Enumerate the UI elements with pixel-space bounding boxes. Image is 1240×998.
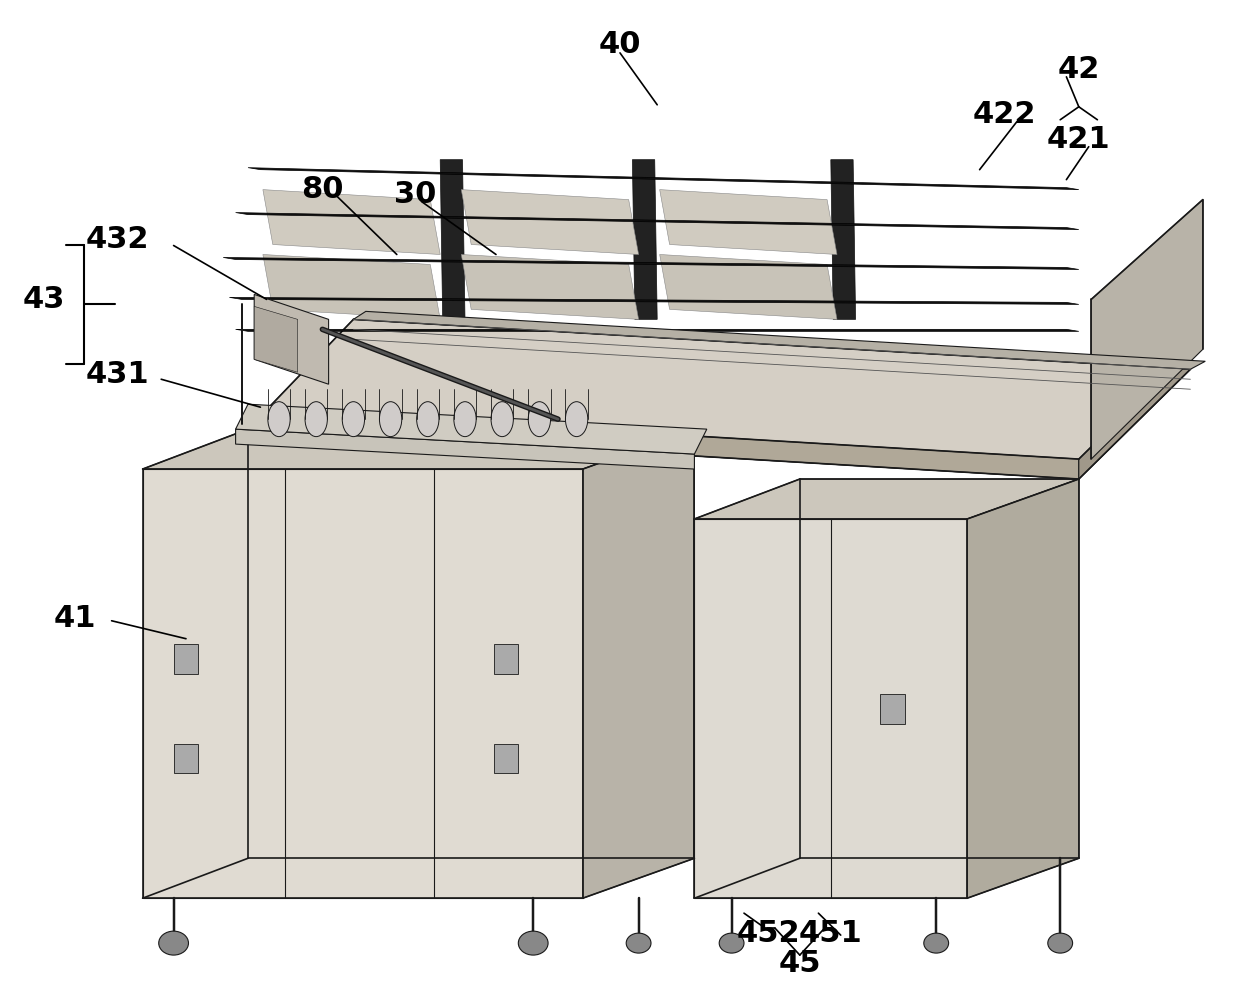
Polygon shape xyxy=(236,404,707,454)
Polygon shape xyxy=(440,160,465,319)
Polygon shape xyxy=(660,254,837,319)
Text: 43: 43 xyxy=(22,284,64,314)
Polygon shape xyxy=(1079,349,1190,479)
Text: 432: 432 xyxy=(86,225,150,254)
Bar xyxy=(494,644,518,674)
Polygon shape xyxy=(967,479,1079,898)
Polygon shape xyxy=(143,429,694,469)
Ellipse shape xyxy=(454,402,476,437)
Ellipse shape xyxy=(491,402,513,437)
Text: 431: 431 xyxy=(86,359,150,389)
Text: 40: 40 xyxy=(599,30,641,60)
Polygon shape xyxy=(461,190,639,254)
Circle shape xyxy=(159,931,188,955)
Polygon shape xyxy=(236,213,1079,230)
Ellipse shape xyxy=(379,402,402,437)
Polygon shape xyxy=(660,190,837,254)
Text: 451: 451 xyxy=(799,918,863,948)
Text: 421: 421 xyxy=(1047,125,1111,155)
Text: 80: 80 xyxy=(301,175,343,205)
Polygon shape xyxy=(254,306,298,372)
Bar xyxy=(494,744,518,773)
Polygon shape xyxy=(263,190,440,254)
Polygon shape xyxy=(248,319,1190,479)
Polygon shape xyxy=(1091,200,1203,459)
Text: 422: 422 xyxy=(972,100,1037,130)
Ellipse shape xyxy=(565,402,588,437)
Polygon shape xyxy=(263,254,440,319)
Polygon shape xyxy=(223,257,1079,269)
Bar xyxy=(880,694,905,724)
Polygon shape xyxy=(236,429,694,469)
Polygon shape xyxy=(694,519,967,898)
Polygon shape xyxy=(831,160,856,319)
Polygon shape xyxy=(143,469,583,898)
Ellipse shape xyxy=(528,402,551,437)
Text: 452: 452 xyxy=(737,918,801,948)
Polygon shape xyxy=(248,168,1079,190)
Ellipse shape xyxy=(417,402,439,437)
Polygon shape xyxy=(236,329,1079,331)
Polygon shape xyxy=(254,294,329,384)
Polygon shape xyxy=(229,297,1079,304)
Circle shape xyxy=(719,933,744,953)
Bar xyxy=(174,744,198,773)
Text: 30: 30 xyxy=(394,180,436,210)
Text: 42: 42 xyxy=(1058,55,1100,85)
Circle shape xyxy=(518,931,548,955)
Circle shape xyxy=(924,933,949,953)
Polygon shape xyxy=(248,409,1079,479)
Bar xyxy=(174,644,198,674)
Ellipse shape xyxy=(342,402,365,437)
Ellipse shape xyxy=(305,402,327,437)
Ellipse shape xyxy=(268,402,290,437)
Polygon shape xyxy=(461,254,639,319)
Circle shape xyxy=(626,933,651,953)
Polygon shape xyxy=(632,160,657,319)
Text: 45: 45 xyxy=(779,948,821,978)
Polygon shape xyxy=(353,311,1205,369)
Circle shape xyxy=(1048,933,1073,953)
Polygon shape xyxy=(694,479,1079,519)
Polygon shape xyxy=(583,429,694,898)
Text: 41: 41 xyxy=(53,604,95,634)
